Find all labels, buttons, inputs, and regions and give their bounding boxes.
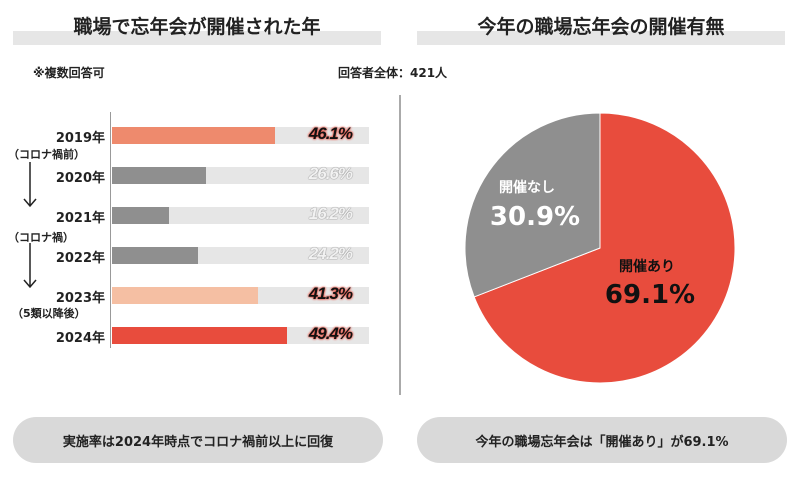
bar xyxy=(112,207,170,224)
year-label: 2022年 xyxy=(55,251,105,266)
bar-value-label: 46.1% xyxy=(308,124,353,143)
pie-slice-name: 開催あり xyxy=(619,258,675,275)
right-title-underlay xyxy=(417,31,785,45)
panel-divider xyxy=(399,95,401,395)
multiple-answer-note: ※複数回答可 xyxy=(33,66,105,80)
arrow-down-icon xyxy=(23,243,37,289)
period-label-covid: （コロナ禍） xyxy=(8,231,74,244)
bar xyxy=(112,327,287,344)
bar-value-label: 24.2% xyxy=(308,244,353,263)
left-summary-pill: 実施率は2024年時点でコロナ禍前以上に回復 xyxy=(13,417,383,463)
arrow-down-icon xyxy=(23,162,37,208)
year-label: 2020年 xyxy=(55,171,105,186)
year-label: 2019年 xyxy=(55,131,105,146)
bar-value-label: 16.2% xyxy=(308,204,353,223)
right-summary-pill: 今年の職場忘年会は「開催あり」が69.1% xyxy=(417,417,787,463)
pie-slice xyxy=(473,112,736,384)
bar-value-label: 26.6% xyxy=(308,164,353,183)
respondent-count: 回答者全体：421人 xyxy=(338,66,448,80)
pie-slice-value: 69.1% xyxy=(605,280,695,310)
left-title: 職場で忘年会が開催された年 xyxy=(73,16,321,38)
bar-axis-line xyxy=(110,112,111,348)
pie-slice-name: 開催なし xyxy=(499,179,555,196)
bar xyxy=(112,127,276,144)
pie-slice xyxy=(464,112,601,298)
period-label-post-class5: （5類以降後） xyxy=(12,307,86,320)
bar-value-label: 49.4% xyxy=(308,324,353,343)
bar-track xyxy=(112,207,369,224)
bar xyxy=(112,167,207,184)
right-title: 今年の職場忘年会の開催有無 xyxy=(477,16,725,38)
pie-chart: 開催なし 30.9% 開催あり 69.1% xyxy=(464,112,736,384)
bar xyxy=(112,287,259,304)
left-title-underlay xyxy=(13,31,381,45)
period-label-pre-covid: （コロナ禍前） xyxy=(8,148,85,161)
year-label: 2023年 xyxy=(55,291,105,306)
bar-value-label: 41.3% xyxy=(308,284,353,303)
bar xyxy=(112,247,198,264)
year-label: 2024年 xyxy=(55,331,105,346)
year-label: 2021年 xyxy=(55,211,105,226)
pie-slice-value: 30.9% xyxy=(490,202,580,232)
